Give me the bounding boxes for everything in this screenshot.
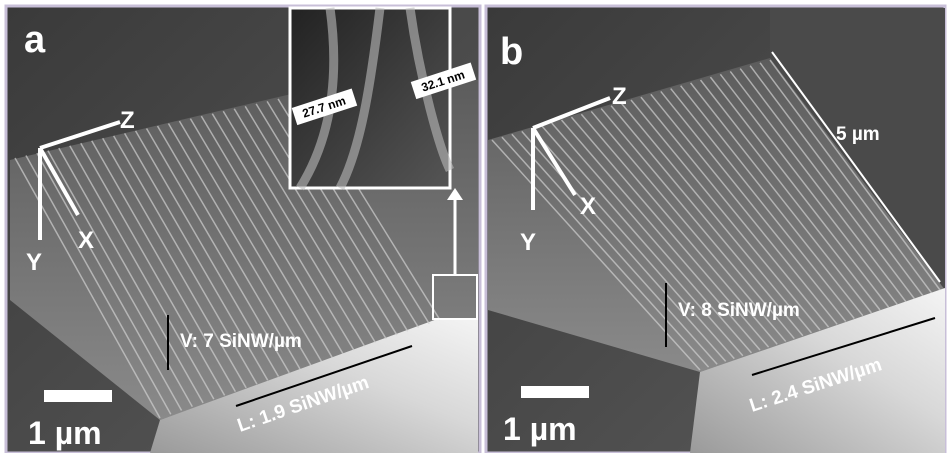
axis-label: Z [612, 83, 627, 110]
scale-label: 1 µm [503, 411, 577, 447]
axis-label: Y [520, 229, 536, 256]
axis-label: Y [26, 249, 42, 276]
axis-label: Z [120, 107, 135, 134]
length-label: 5 µm [836, 124, 880, 145]
scale-label: 1 µm [28, 415, 102, 451]
panel-a: 27.7 nm 32.1 nm a Z X Y V: 7 SiNW/µm L: … [6, 6, 480, 453]
vertical-density: V: 8 SiNW/µm [678, 300, 800, 321]
vertical-density: V: 7 SiNW/µm [180, 331, 302, 352]
scale-bar [521, 386, 589, 398]
panel-b: b Z X Y 5 µm V: 8 SiNW/µm L: 2.4 SiNW/µm… [486, 6, 945, 453]
scale-bar [44, 390, 112, 402]
panel-label: b [500, 31, 523, 73]
panel-label: a [24, 19, 46, 61]
axis-label: X [580, 193, 596, 220]
figure: 27.7 nm 32.1 nm a Z X Y V: 7 SiNW/µm L: … [0, 0, 947, 453]
axis-label: X [78, 227, 94, 254]
